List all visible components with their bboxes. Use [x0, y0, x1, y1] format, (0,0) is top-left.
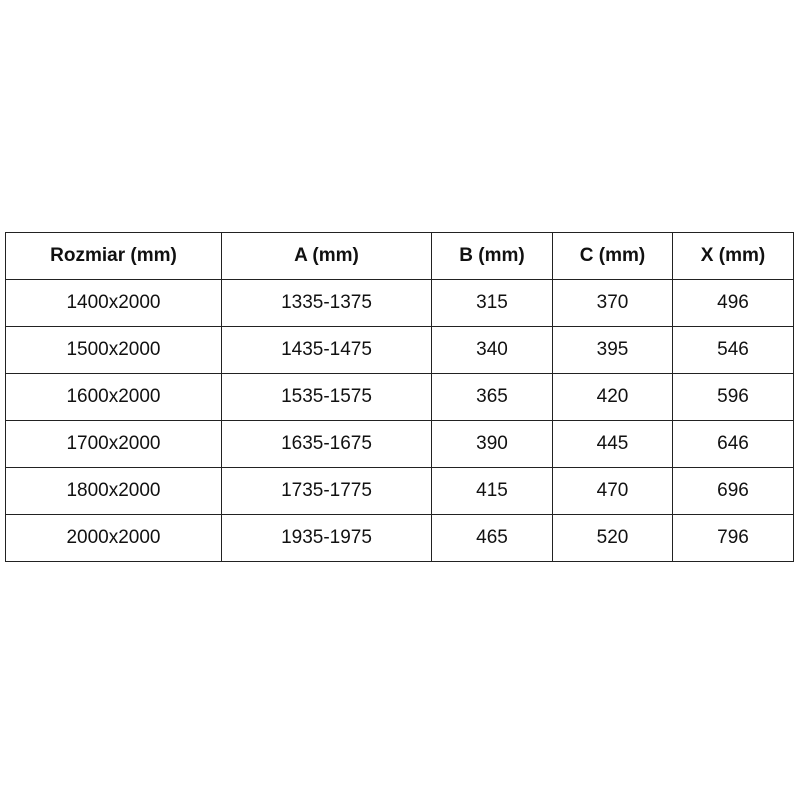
table-cell: 696 — [672, 467, 794, 515]
size-table: Rozmiar (mm) A (mm) B (mm) C (mm) X (mm) 140… — [5, 232, 794, 562]
table-row: 1500x2000 1435-1475 340 395 546 — [5, 326, 794, 374]
column-header: X (mm) — [672, 232, 794, 280]
table-cell: 370 — [552, 279, 673, 327]
table-cell: 1800x2000 — [5, 467, 222, 515]
column-header: Rozmiar (mm) — [5, 232, 222, 280]
table-cell: 1700x2000 — [5, 420, 222, 468]
table-row: 2000x2000 1935-1975 465 520 796 — [5, 514, 794, 562]
table-cell: 1435-1475 — [221, 326, 432, 374]
table-cell: 415 — [431, 467, 553, 515]
table-cell: 796 — [672, 514, 794, 562]
table-cell: 1335-1375 — [221, 279, 432, 327]
table-cell: 1500x2000 — [5, 326, 222, 374]
header-row: Rozmiar (mm) A (mm) B (mm) C (mm) X (mm) — [5, 232, 794, 280]
column-header: C (mm) — [552, 232, 673, 280]
column-header: A (mm) — [221, 232, 432, 280]
table-cell: 1400x2000 — [5, 279, 222, 327]
table-cell: 1600x2000 — [5, 373, 222, 421]
table-cell: 2000x2000 — [5, 514, 222, 562]
table-cell: 470 — [552, 467, 673, 515]
table-cell: 1535-1575 — [221, 373, 432, 421]
table-cell: 646 — [672, 420, 794, 468]
table-cell: 520 — [552, 514, 673, 562]
table-row: 1700x2000 1635-1675 390 445 646 — [5, 420, 794, 468]
table-cell: 420 — [552, 373, 673, 421]
table-cell: 546 — [672, 326, 794, 374]
table-row: 1600x2000 1535-1575 365 420 596 — [5, 373, 794, 421]
table-cell: 596 — [672, 373, 794, 421]
table-cell: 1735-1775 — [221, 467, 432, 515]
table-cell: 395 — [552, 326, 673, 374]
table-cell: 1635-1675 — [221, 420, 432, 468]
table-cell: 1935-1975 — [221, 514, 432, 562]
table-row: 1800x2000 1735-1775 415 470 696 — [5, 467, 794, 515]
table-row: 1400x2000 1335-1375 315 370 496 — [5, 279, 794, 327]
table-cell: 496 — [672, 279, 794, 327]
table-cell: 340 — [431, 326, 553, 374]
table-cell: 390 — [431, 420, 553, 468]
table-cell: 315 — [431, 279, 553, 327]
column-header: B (mm) — [431, 232, 553, 280]
table-cell: 365 — [431, 373, 553, 421]
table-cell: 445 — [552, 420, 673, 468]
table-cell: 465 — [431, 514, 553, 562]
